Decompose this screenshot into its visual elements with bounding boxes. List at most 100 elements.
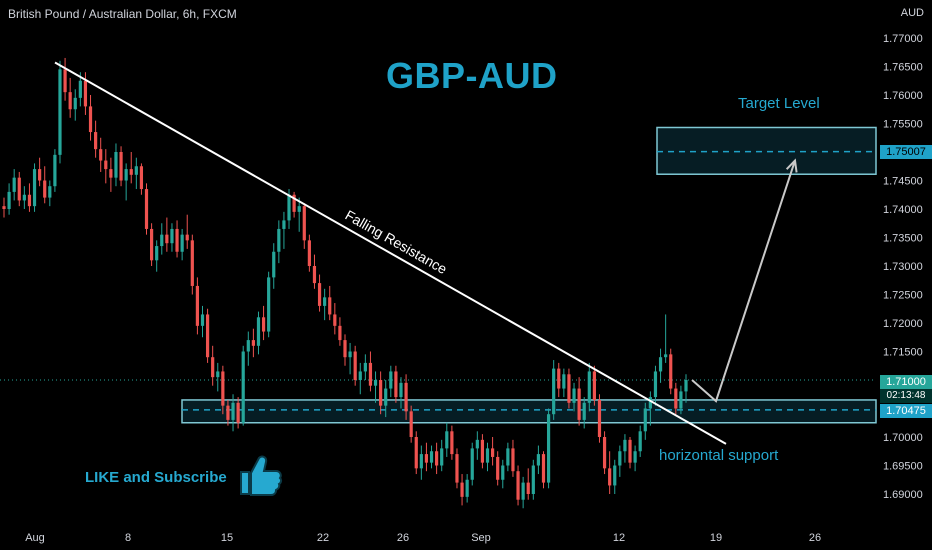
candle-body <box>664 354 668 358</box>
candle-body <box>323 297 327 306</box>
candle-body <box>638 431 642 452</box>
time-tick-label: Sep <box>471 532 491 544</box>
candle-body <box>587 371 591 403</box>
candle-body <box>674 388 678 409</box>
candle-body <box>333 314 337 326</box>
candle-body <box>440 448 444 466</box>
candle-body <box>180 234 184 252</box>
candle-body <box>27 194 32 207</box>
candle-body <box>231 402 235 420</box>
target-price-badge: 1.75007 <box>880 145 932 159</box>
support-price-badge: 1.70475 <box>880 404 932 418</box>
candle-body <box>358 371 362 380</box>
projection-arrow <box>691 160 796 403</box>
time-tick-label: Aug <box>25 532 45 544</box>
candle-body <box>302 206 306 241</box>
price-tick-label: 1.72500 <box>883 290 923 302</box>
candle-body <box>328 297 332 315</box>
candle-body <box>160 234 164 247</box>
candle-body <box>653 371 658 398</box>
candle-body <box>139 166 144 190</box>
candle-body <box>109 169 113 178</box>
candle-body <box>633 451 637 463</box>
candle-body <box>679 391 683 409</box>
candle-body <box>577 388 581 420</box>
candle-body <box>414 437 418 469</box>
candle-body <box>572 388 576 403</box>
price-tick-label: 1.69500 <box>883 461 923 473</box>
candle-body <box>485 448 490 463</box>
candle-body <box>292 194 296 212</box>
candle-body <box>348 351 352 358</box>
price-tick-label: 1.76500 <box>883 62 923 74</box>
candle-body <box>557 368 561 389</box>
candle-body <box>490 448 495 457</box>
candle-body <box>409 411 413 437</box>
candle-body <box>307 240 311 266</box>
candle-body <box>516 471 520 500</box>
candle-body <box>119 152 123 181</box>
candle-body <box>312 266 317 284</box>
candle-body <box>628 439 632 463</box>
candle-body <box>429 451 434 463</box>
price-tick-label: 1.69000 <box>883 489 923 501</box>
candle-body <box>12 177 16 192</box>
candle-body <box>53 154 57 187</box>
candle-body <box>205 314 210 358</box>
candle-body <box>43 180 47 198</box>
candle-body <box>226 405 230 420</box>
candle-body <box>613 465 617 486</box>
candle-body <box>287 194 291 221</box>
candle-body <box>104 160 108 170</box>
candle-body <box>506 448 510 466</box>
candle-body <box>536 454 541 466</box>
candle-body <box>129 169 133 175</box>
candle-body <box>261 317 266 332</box>
price-tick-label: 1.73000 <box>883 261 923 273</box>
candle-body <box>643 408 647 432</box>
current-price-badge: 1.71000 <box>880 375 932 389</box>
candle-body <box>165 234 169 244</box>
price-tick-label: 1.73500 <box>883 233 923 245</box>
candle-body <box>582 402 586 420</box>
candle-body <box>246 340 250 352</box>
candle-body <box>99 149 103 161</box>
candle-body <box>353 351 357 380</box>
candle-body <box>363 362 367 372</box>
time-tick-label: 26 <box>397 532 409 544</box>
candle-body <box>236 402 240 423</box>
candle-body <box>282 220 286 229</box>
candle-body <box>317 283 322 306</box>
candle-body <box>368 362 373 386</box>
candle-body <box>389 371 393 389</box>
projection-arrowhead <box>785 158 798 173</box>
candle-body <box>608 468 612 486</box>
time-tick-label: 22 <box>317 532 329 544</box>
falling-resistance-label: Falling Resistance <box>343 207 451 278</box>
candle-body <box>175 228 179 252</box>
candle-body <box>114 152 118 178</box>
target-level-label: Target Level <box>738 95 820 112</box>
price-tick-label: 1.74500 <box>883 176 923 188</box>
candle-body <box>541 454 546 483</box>
candle-body <box>200 314 205 326</box>
candle-body <box>297 206 301 212</box>
candle-body <box>373 380 378 386</box>
candle-body <box>496 456 500 480</box>
candle-body <box>343 340 347 358</box>
symbol-title: British Pound / Australian Dollar, 6h, F… <box>8 7 237 21</box>
candle-body <box>251 340 255 346</box>
candle-body <box>63 69 67 93</box>
candle-body <box>32 169 37 207</box>
candle-body <box>124 169 128 181</box>
price-tick-label: 1.76000 <box>883 90 923 102</box>
price-tick-label: 1.77000 <box>883 33 923 45</box>
candle-body <box>267 277 271 332</box>
candle-body <box>149 228 154 261</box>
candle-body <box>475 439 479 449</box>
support-zone <box>181 399 877 424</box>
candle-body <box>379 380 383 406</box>
time-tick-label: 26 <box>809 532 821 544</box>
candle-body <box>501 465 505 480</box>
like-subscribe-callout[interactable]: LIKE and Subscribe <box>85 452 283 503</box>
